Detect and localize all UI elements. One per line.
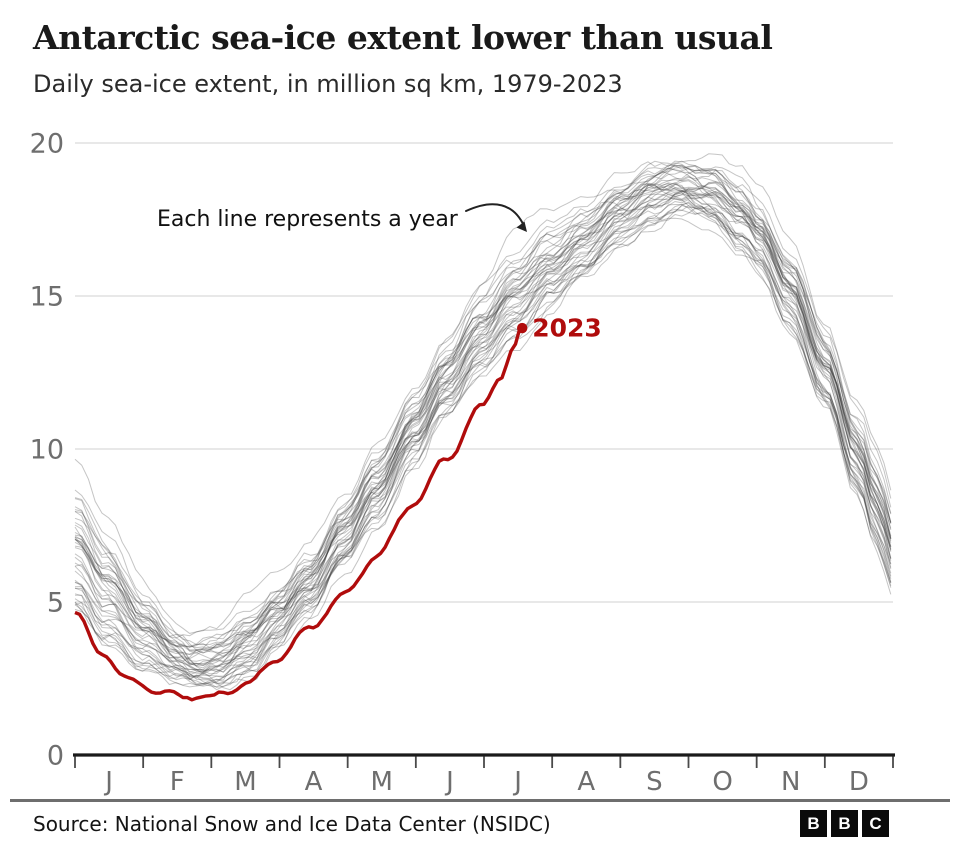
year-line-1984 (74, 214, 892, 686)
year-line-2014 (74, 197, 892, 677)
year-line-1986 (74, 153, 892, 634)
year-line-2002 (74, 164, 892, 658)
year-line-1999 (74, 182, 892, 660)
year-line-1994 (74, 202, 892, 688)
x-month-label: J (103, 767, 113, 797)
x-month-label: F (170, 767, 185, 797)
year-line-2016 (74, 188, 892, 673)
year-line-1985 (74, 191, 892, 677)
annotation-arrowhead (516, 221, 527, 232)
year-line-1983 (74, 170, 892, 669)
x-month-label: M (234, 767, 256, 797)
year-line-2017 (74, 180, 892, 673)
year-line-1987 (74, 178, 892, 662)
year-line-2013 (75, 204, 892, 679)
year-line-1992 (74, 187, 892, 675)
chart-title: Antarctic sea-ice extent lower than usua… (33, 18, 773, 57)
year-line-2009 (74, 185, 892, 654)
year-line-1989 (74, 183, 892, 675)
y-tick-label: 5 (47, 588, 64, 619)
year-line-1981 (74, 161, 892, 654)
year-line-1991 (74, 192, 892, 681)
bbc-logo-letter: C (862, 810, 889, 837)
year-line-1988 (74, 175, 892, 652)
x-month-label: M (371, 767, 393, 797)
x-month-label: O (712, 767, 732, 797)
year-line-2003 (74, 160, 892, 639)
year-line-2010 (74, 167, 892, 661)
series-2023-line (74, 327, 522, 702)
year-line-2007 (74, 184, 892, 667)
y-tick-label: 20 (30, 129, 64, 160)
y-axis-labels: 0 5 10 15 20 (30, 129, 64, 772)
year-line-2011 (74, 164, 892, 646)
annotation-arrow (465, 203, 525, 227)
year-line-2021 (74, 203, 892, 691)
year-line-1998 (74, 201, 892, 688)
bbc-logo-letter: B (800, 810, 827, 837)
year-line-2019 (74, 160, 892, 648)
year-line-1995 (74, 181, 892, 667)
year-line-2006 (74, 196, 892, 685)
year-lines (74, 153, 892, 691)
x-month-label: S (646, 767, 663, 797)
year-line-2005 (74, 198, 892, 688)
x-month-label: A (305, 767, 323, 797)
x-month-label: A (577, 767, 595, 797)
year-line-2000 (74, 182, 892, 684)
year-line-2012 (74, 166, 892, 648)
y-tick-label: 15 (30, 282, 64, 313)
year-line-2020 (74, 185, 892, 667)
year-line-2015 (74, 167, 892, 650)
x-month-label: D (849, 767, 869, 797)
gridlines (75, 142, 893, 603)
footer-divider (10, 799, 950, 802)
year-line-1996 (74, 182, 892, 666)
bbc-logo: B B C (800, 810, 889, 837)
year-line-1982 (74, 168, 892, 649)
year-line-2004 (74, 169, 892, 662)
x-month-label: J (444, 767, 454, 797)
y-tick-label: 0 (47, 741, 64, 772)
year-line-2008 (74, 181, 892, 655)
series-endpoint-dot (517, 322, 528, 334)
year-line-2022 (74, 208, 892, 691)
year-line-2018 (74, 207, 892, 681)
year-line-1979 (74, 182, 892, 673)
series-2023-label: 2023 (532, 314, 602, 343)
year-line-1993 (74, 205, 892, 687)
source-text: Source: National Snow and Ice Data Cente… (33, 812, 551, 836)
y-tick-label: 10 (30, 435, 64, 466)
chart-subtitle: Daily sea-ice extent, in million sq km, … (33, 70, 623, 98)
plot-svg: 0 5 10 15 20 J F M A M J J A S O N D Each line represent… (30, 129, 895, 797)
year-line-1980 (74, 193, 892, 685)
x-month-label: N (781, 767, 800, 797)
year-line-2001 (74, 164, 892, 665)
year-line-1990 (74, 190, 892, 671)
generated-chart-layers: 0 5 10 15 20 J F M A M J J A S O N D (30, 129, 895, 797)
annotation-label: Each line represents a year (157, 207, 459, 232)
x-month-label: J (512, 767, 522, 797)
year-line-1997 (74, 191, 892, 672)
bbc-logo-letter: B (831, 810, 858, 837)
